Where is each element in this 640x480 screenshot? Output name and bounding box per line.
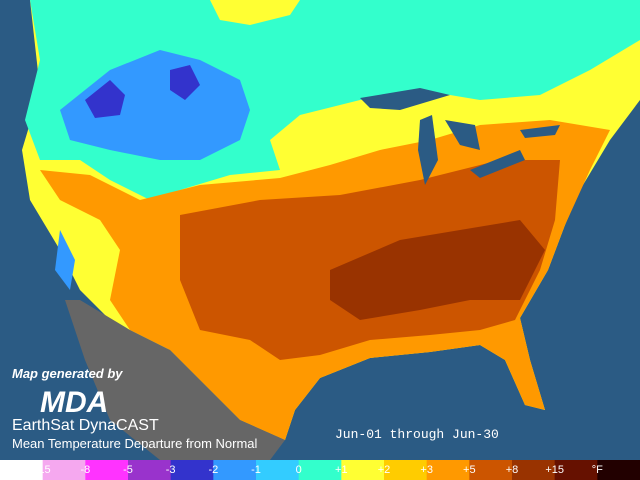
legend-label: -5 (123, 464, 133, 476)
legend-swatch (0, 460, 44, 480)
legend-swatch (512, 460, 556, 480)
legend-swatch (341, 460, 385, 480)
legend-swatch (384, 460, 428, 480)
great-lakes (360, 88, 560, 185)
land (22, 0, 640, 460)
legend-label: +2 (378, 464, 391, 476)
legend-swatch (469, 460, 513, 480)
legend-label: -15 (35, 464, 51, 476)
legend-label: +15 (545, 464, 564, 476)
caption: Map generated by MDA EarthSat DynaCAST M… (12, 366, 499, 451)
legend-swatch (42, 460, 86, 480)
legend-swatch (298, 460, 342, 480)
legend-swatch (170, 460, 214, 480)
legend-swatch (128, 460, 172, 480)
legend-label: +3 (420, 464, 433, 476)
description: Mean Temperature Departure from Normal (12, 436, 258, 451)
legend-label: +8 (506, 464, 519, 476)
legend-swatch (597, 460, 640, 480)
legend-swatch (256, 460, 300, 480)
legend-label: 0 (296, 464, 302, 476)
legend-label: +5 (463, 464, 476, 476)
legend-label: °F (592, 464, 603, 476)
legend-swatch (554, 460, 598, 480)
legend: -15 -8 -5 -3 -2 -1 0 +1 +2 +3 +5 +8 +15 °F (0, 460, 640, 480)
legend-swatch (85, 460, 129, 480)
logo: MDA (40, 386, 108, 419)
legend-label: +1 (335, 464, 348, 476)
legend-label: -8 (80, 464, 90, 476)
legend-label: -2 (208, 464, 218, 476)
period: Jun-01 through Jun-30 (335, 427, 499, 442)
product: EarthSat DynaCAST (12, 417, 159, 434)
legend-label: -3 (166, 464, 176, 476)
legend-swatch (426, 460, 470, 480)
generated-by: Map generated by (12, 366, 123, 381)
legend-label: -1 (251, 464, 261, 476)
legend-swatch (213, 460, 257, 480)
